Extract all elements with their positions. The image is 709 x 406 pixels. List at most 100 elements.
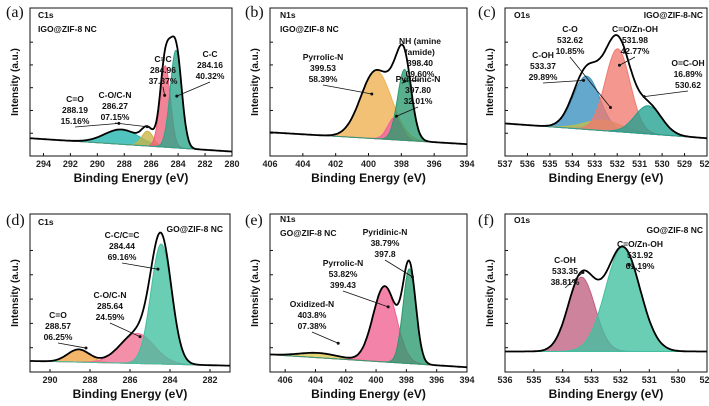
x-tick-label: 398 bbox=[394, 159, 409, 169]
x-tick-label: 530 bbox=[655, 159, 670, 169]
panel-c: 537 536 535 534 533 532 531 530 529 528 Binding En… bbox=[478, 4, 709, 185]
envelope-line bbox=[30, 35, 232, 153]
x-tick-label: 406 bbox=[262, 159, 277, 169]
annotation-arrow bbox=[542, 79, 584, 84]
peak-c-o-zn-oh bbox=[505, 246, 707, 352]
core-level-label: O1s bbox=[514, 215, 530, 225]
panel-label: (b) bbox=[245, 4, 264, 21]
peaks bbox=[30, 231, 230, 367]
peak-o-c-oh bbox=[505, 105, 707, 139]
envelope-line bbox=[505, 245, 707, 353]
plot-frame bbox=[504, 213, 708, 373]
annotation-arrow bbox=[569, 56, 611, 108]
x-tick-label: 534 bbox=[565, 159, 580, 169]
x-tick-label: 530 bbox=[671, 375, 686, 385]
annotation-arrow bbox=[74, 122, 119, 128]
x-axis-label: Binding Energy (eV) bbox=[549, 171, 664, 185]
x-tick-label: 292 bbox=[63, 159, 78, 169]
sample-label: GO@ZIF-8 NC bbox=[167, 224, 223, 234]
annotation-line: 399.43 bbox=[330, 280, 356, 290]
envelope-line bbox=[505, 34, 707, 140]
x-axis-label: Binding Energy (eV) bbox=[311, 171, 426, 185]
arrow-head bbox=[581, 270, 585, 274]
peak-annotation: O=C-OH 16.89% 530.62 bbox=[671, 58, 704, 90]
annotation-line: 40.32% bbox=[196, 71, 225, 81]
annotation-line: Pyrrolic-N bbox=[323, 258, 364, 268]
panel-e: 406 404 402 400 398 396 394 Binding Energy (eV)… bbox=[245, 212, 475, 401]
annotation-arrow bbox=[628, 264, 641, 273]
peak-annotation: C=O/Zn-OH 531.92 61.19% bbox=[617, 239, 663, 271]
annotation-line: 397.8 bbox=[374, 249, 396, 259]
annotation-line: C=O/Zn-OH bbox=[617, 239, 663, 249]
core-level-label: O1s bbox=[514, 10, 530, 20]
annotation-line: Pyrrolic-N bbox=[303, 52, 344, 62]
y-axis-label: Intensity (a.u.) bbox=[10, 48, 21, 116]
arrow-head bbox=[145, 125, 149, 129]
annotation-line: C-OH bbox=[554, 255, 576, 265]
x-tick-label: 535 bbox=[526, 375, 541, 385]
annotation-line: O=C-OH bbox=[671, 58, 704, 68]
annotation-line: 24.59% bbox=[96, 312, 125, 322]
annotation-line: C-C/C=C bbox=[105, 230, 140, 240]
annotation-arrow bbox=[564, 272, 584, 289]
x-tick-label: 282 bbox=[198, 159, 213, 169]
annotation-line: C=C bbox=[154, 54, 171, 64]
arrow-head bbox=[386, 305, 390, 309]
arrow-head bbox=[138, 335, 142, 339]
annotation-line: 284.44 bbox=[109, 241, 135, 251]
arrow-head bbox=[394, 114, 398, 118]
arrow-head bbox=[84, 346, 88, 350]
peaks bbox=[505, 34, 707, 140]
x-tick-label: 286 bbox=[122, 375, 137, 385]
x-axis-label: Binding Energy (eV) bbox=[549, 387, 664, 401]
arrow-head bbox=[403, 79, 407, 83]
x-tick-label: 536 bbox=[497, 375, 512, 385]
annotation-line: 37.37% bbox=[149, 76, 178, 86]
peak-annotation: Pyridinic-N 38.79% 397.8 bbox=[363, 227, 408, 259]
annotation-line: 530.62 bbox=[675, 80, 701, 90]
peak-pyridinic-n bbox=[270, 268, 467, 368]
x-tick-label: 531 bbox=[632, 159, 647, 169]
arrow-head bbox=[163, 93, 167, 97]
annotation-line: C-O bbox=[562, 24, 578, 34]
arrow-head bbox=[608, 105, 612, 109]
x-tick-label: 396 bbox=[429, 375, 444, 385]
envelope-line bbox=[270, 259, 467, 369]
annotation-line: Pyridinic-N bbox=[396, 74, 441, 84]
annotation-arrow bbox=[121, 262, 159, 270]
x-axis-label: Binding Energy (eV) bbox=[74, 171, 189, 185]
x-tick-label: 280 bbox=[224, 159, 239, 169]
y-axis-label: Intensity (a.u.) bbox=[10, 259, 21, 327]
annotation-arrow bbox=[322, 84, 372, 95]
x-tick-label: 288 bbox=[82, 375, 97, 385]
x-tick-label: 402 bbox=[328, 159, 343, 169]
annotation-line: C=O bbox=[49, 310, 67, 320]
peaks bbox=[270, 259, 467, 369]
x-tick-label: 398 bbox=[399, 375, 414, 385]
peak-annotation: Pyrrolic-N 53.82% 399.43 bbox=[323, 258, 364, 290]
panel-label: (a) bbox=[6, 4, 24, 21]
annotation-arrow bbox=[176, 81, 211, 97]
core-level-label: N1s bbox=[280, 10, 296, 20]
plot-frame bbox=[269, 213, 468, 373]
panel-label: (c) bbox=[478, 4, 496, 21]
arrow-head bbox=[627, 263, 631, 267]
plot-frame bbox=[29, 7, 233, 157]
arrow-head bbox=[175, 94, 179, 98]
sample-label: IGO@ZIF-8-NC bbox=[644, 10, 703, 20]
annotation-line: 288.57 bbox=[45, 321, 71, 331]
peak-annotation: Oxidized-N 403.8% 07.38% bbox=[290, 299, 334, 331]
annotation-line: C-C bbox=[202, 49, 217, 59]
arrow-head bbox=[156, 267, 160, 271]
peak-annotation: Pyrrolic-N 399.53 58.39% bbox=[303, 52, 344, 84]
panel-label: (e) bbox=[245, 212, 263, 229]
annotation-line: 38.81% bbox=[551, 277, 580, 287]
panel-a: 294 292 290 288 286 284 282 280 Binding Energy (… bbox=[6, 4, 240, 185]
annotation-line: 284.16 bbox=[197, 60, 223, 70]
annotation-line: 29.89% bbox=[529, 72, 558, 82]
x-tick-label: 536 bbox=[520, 159, 535, 169]
x-tick-label: 290 bbox=[42, 375, 57, 385]
x-tick-label: 284 bbox=[162, 375, 177, 385]
annotation-arrow bbox=[109, 322, 141, 338]
peaks bbox=[30, 35, 232, 153]
